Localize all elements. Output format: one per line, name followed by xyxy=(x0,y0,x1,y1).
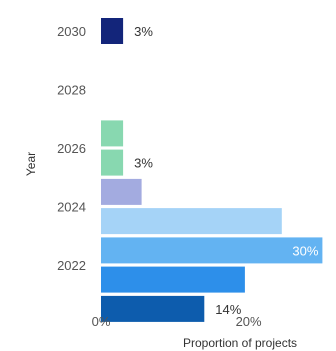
bar-2 xyxy=(101,149,124,176)
y-tick-label-0: 2030 xyxy=(57,24,86,39)
data-label-2: 3% xyxy=(134,156,153,171)
y-axis-title-group: Year xyxy=(24,152,38,176)
y-tick-label-1: 2028 xyxy=(57,83,86,98)
data-labels: 3% 3% 30% 14% xyxy=(134,24,319,317)
y-axis-ticks: 2030 2028 2026 2024 2022 xyxy=(57,24,86,273)
bar-5 xyxy=(101,237,323,264)
bar-6 xyxy=(101,266,245,293)
y-tick-label-2: 2026 xyxy=(57,141,86,156)
data-label-5: 30% xyxy=(292,243,318,258)
y-tick-label-3: 2024 xyxy=(57,200,86,215)
x-tick-label-0: 0% xyxy=(92,314,111,329)
bar-7 xyxy=(101,295,205,322)
y-tick-label-4: 2022 xyxy=(57,258,86,273)
bar-4 xyxy=(101,208,282,235)
bar-1 xyxy=(101,120,124,147)
data-label-7: 14% xyxy=(215,302,241,317)
bar-0 xyxy=(101,18,124,44)
bar-3 xyxy=(101,178,142,205)
x-axis-ticks: 0% 20% xyxy=(92,314,262,329)
data-label-0: 3% xyxy=(134,24,153,39)
y-axis-title: Year xyxy=(24,152,38,176)
bars xyxy=(101,18,323,322)
x-axis-title: Proportion of projects xyxy=(183,336,297,350)
x-tick-label-1: 20% xyxy=(236,314,262,329)
